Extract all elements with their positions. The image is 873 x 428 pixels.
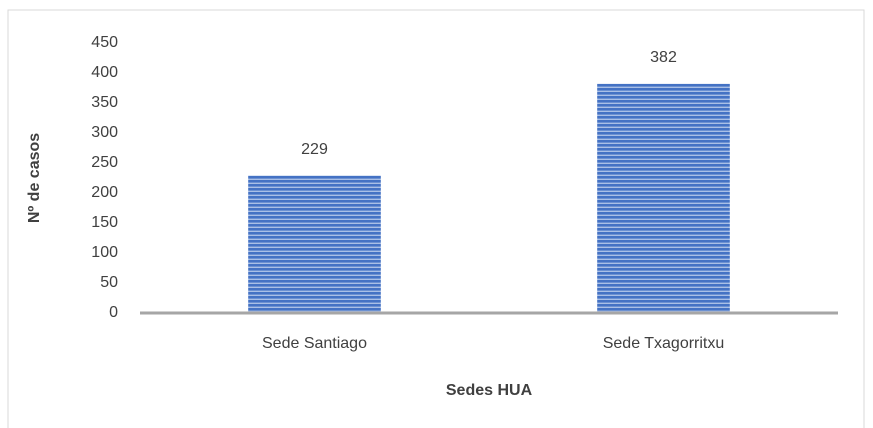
data-label: 229 [301, 141, 328, 158]
y-tick-label: 350 [91, 94, 118, 111]
y-tick-label: 0 [109, 304, 118, 321]
y-tick-label: 100 [91, 244, 118, 261]
y-tick-label: 50 [100, 274, 118, 291]
y-tick-label: 150 [91, 214, 118, 231]
y-axis-title: Nº de casos [26, 133, 43, 223]
x-tick-label: Sede Santiago [262, 335, 367, 352]
bar [248, 175, 381, 313]
y-tick-label: 200 [91, 184, 118, 201]
y-tick-label: 300 [91, 124, 118, 141]
data-label: 382 [650, 49, 677, 66]
bar [597, 83, 730, 313]
x-axis-title: Sedes HUA [446, 382, 533, 399]
y-tick-label: 400 [91, 64, 118, 81]
y-tick-label: 450 [91, 34, 118, 51]
y-tick-label: 250 [91, 154, 118, 171]
x-tick-label: Sede Txagorritxu [603, 335, 725, 352]
chart-border [7, 9, 865, 428]
